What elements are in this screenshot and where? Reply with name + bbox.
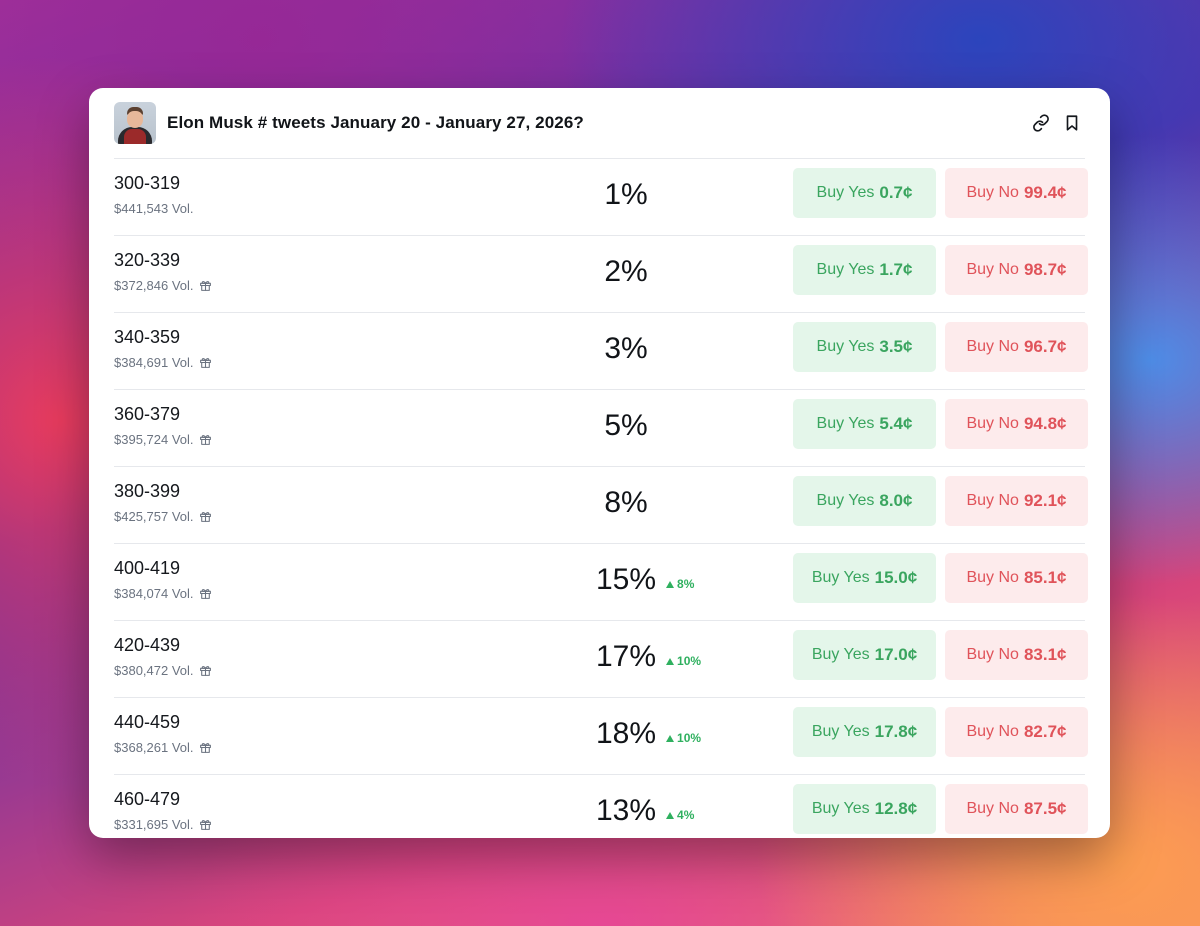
outcome-volume-line: $372,846 Vol. bbox=[114, 278, 212, 293]
outcome-row[interactable]: 460-479 $331,695 Vol. 13% 4% Buy Yes 12.… bbox=[114, 775, 1088, 838]
buy-yes-button[interactable]: Buy Yes 17.0¢ bbox=[793, 630, 936, 680]
outcome-row[interactable]: 400-419 $384,074 Vol. 15% 8% Buy Yes 15.… bbox=[114, 544, 1088, 621]
buy-no-button[interactable]: Buy No 87.5¢ bbox=[945, 784, 1088, 834]
gift-icon bbox=[199, 512, 211, 522]
outcome-range: 380-399 bbox=[114, 481, 181, 501]
outcome-volume-line: $384,691 Vol. bbox=[114, 355, 212, 370]
outcome-volume-line: $331,695 Vol. bbox=[114, 817, 212, 832]
buy-yes-button[interactable]: Buy Yes 12.8¢ bbox=[793, 784, 936, 834]
market-header: Elon Musk # tweets January 20 - January … bbox=[114, 88, 1085, 159]
buy-no-button[interactable]: Buy No 94.8¢ bbox=[945, 399, 1088, 449]
buy-yes-button[interactable]: Buy Yes 0.7¢ bbox=[793, 168, 936, 218]
outcome-volume: $380,472 Vol. bbox=[114, 663, 194, 678]
market-card: Elon Musk # tweets January 20 - January … bbox=[89, 88, 1110, 838]
gift-icon bbox=[199, 281, 211, 291]
outcome-row[interactable]: 340-359 $384,691 Vol. 3% Buy Yes 3.5¢ Bu… bbox=[114, 313, 1088, 390]
probability-change: 10% bbox=[666, 654, 701, 668]
trend-up-icon bbox=[666, 580, 675, 588]
buy-yes-button[interactable]: Buy Yes 17.8¢ bbox=[793, 707, 936, 757]
buy-no-button[interactable]: Buy No 85.1¢ bbox=[945, 553, 1088, 603]
outcome-range: 400-419 bbox=[114, 558, 181, 578]
market-title[interactable]: Elon Musk # tweets January 20 - January … bbox=[167, 113, 584, 132]
outcome-volume: $395,724 Vol. bbox=[114, 432, 194, 447]
outcome-probability: 18% bbox=[595, 717, 657, 750]
gift-icon bbox=[199, 435, 211, 445]
header-actions bbox=[1032, 114, 1085, 132]
buy-yes-button[interactable]: Buy Yes 15.0¢ bbox=[793, 553, 936, 603]
bookmark-icon[interactable] bbox=[1063, 114, 1081, 132]
outcome-volume-line: $425,757 Vol. bbox=[114, 509, 212, 524]
outcome-volume: $331,695 Vol. bbox=[114, 817, 194, 832]
gift-icon bbox=[199, 743, 211, 753]
outcome-volume: $368,261 Vol. bbox=[114, 740, 194, 755]
probability-change: 4% bbox=[666, 808, 694, 822]
outcome-probability: 15% bbox=[595, 563, 657, 596]
gift-icon bbox=[199, 820, 211, 830]
outcome-probability: 8% bbox=[604, 486, 648, 519]
outcome-probability: 2% bbox=[604, 255, 648, 288]
outcome-volume-line: $368,261 Vol. bbox=[114, 740, 212, 755]
outcome-range: 360-379 bbox=[114, 404, 181, 424]
outcome-range: 460-479 bbox=[114, 789, 181, 809]
outcome-probability: 17% bbox=[595, 640, 657, 673]
probability-change: 10% bbox=[666, 731, 701, 745]
outcome-probability: 3% bbox=[604, 332, 648, 365]
buy-no-button[interactable]: Buy No 83.1¢ bbox=[945, 630, 1088, 680]
buy-no-button[interactable]: Buy No 99.4¢ bbox=[945, 168, 1088, 218]
probability-change: 8% bbox=[666, 577, 694, 591]
outcome-row[interactable]: 380-399 $425,757 Vol. 8% Buy Yes 8.0¢ Bu… bbox=[114, 467, 1088, 544]
outcome-range: 440-459 bbox=[114, 712, 181, 732]
outcome-volume-line: $395,724 Vol. bbox=[114, 432, 212, 447]
buy-yes-button[interactable]: Buy Yes 1.7¢ bbox=[793, 245, 936, 295]
outcome-range: 300-319 bbox=[114, 173, 181, 193]
buy-yes-button[interactable]: Buy Yes 5.4¢ bbox=[793, 399, 936, 449]
gift-icon bbox=[199, 589, 211, 599]
buy-yes-button[interactable]: Buy Yes 8.0¢ bbox=[793, 476, 936, 526]
link-icon[interactable] bbox=[1032, 114, 1050, 132]
outcome-volume: $425,757 Vol. bbox=[114, 509, 194, 524]
outcome-volume: $441,543 Vol. bbox=[114, 201, 194, 216]
outcome-volume-line: $384,074 Vol. bbox=[114, 586, 212, 601]
outcome-row[interactable]: 300-319 $441,543 Vol. 1% Buy Yes 0.7¢ Bu… bbox=[114, 159, 1088, 236]
trend-up-icon bbox=[666, 811, 675, 819]
outcome-row[interactable]: 320-339 $372,846 Vol. 2% Buy Yes 1.7¢ Bu… bbox=[114, 236, 1088, 313]
buy-yes-button[interactable]: Buy Yes 3.5¢ bbox=[793, 322, 936, 372]
buy-no-button[interactable]: Buy No 96.7¢ bbox=[945, 322, 1088, 372]
outcome-range: 340-359 bbox=[114, 327, 181, 347]
outcome-list: 300-319 $441,543 Vol. 1% Buy Yes 0.7¢ Bu… bbox=[114, 159, 1088, 838]
avatar[interactable] bbox=[114, 102, 156, 144]
trend-up-icon bbox=[666, 734, 675, 742]
trend-up-icon bbox=[666, 657, 675, 665]
outcome-probability: 1% bbox=[604, 178, 648, 211]
buy-no-button[interactable]: Buy No 92.1¢ bbox=[945, 476, 1088, 526]
gift-icon bbox=[199, 358, 211, 368]
outcome-volume: $384,074 Vol. bbox=[114, 586, 194, 601]
outcome-volume-line: $380,472 Vol. bbox=[114, 663, 212, 678]
outcome-range: 320-339 bbox=[114, 250, 181, 270]
outcome-row[interactable]: 360-379 $395,724 Vol. 5% Buy Yes 5.4¢ Bu… bbox=[114, 390, 1088, 467]
outcome-volume: $384,691 Vol. bbox=[114, 355, 194, 370]
outcome-volume-line: $441,543 Vol. bbox=[114, 201, 194, 216]
buy-no-button[interactable]: Buy No 82.7¢ bbox=[945, 707, 1088, 757]
outcome-row[interactable]: 420-439 $380,472 Vol. 17% 10% Buy Yes 17… bbox=[114, 621, 1088, 698]
buy-no-button[interactable]: Buy No 98.7¢ bbox=[945, 245, 1088, 295]
outcome-volume: $372,846 Vol. bbox=[114, 278, 194, 293]
gift-icon bbox=[199, 666, 211, 676]
outcome-probability: 5% bbox=[604, 409, 648, 442]
outcome-probability: 13% bbox=[595, 794, 657, 827]
outcome-row[interactable]: 440-459 $368,261 Vol. 18% 10% Buy Yes 17… bbox=[114, 698, 1088, 775]
outcome-range: 420-439 bbox=[114, 635, 181, 655]
